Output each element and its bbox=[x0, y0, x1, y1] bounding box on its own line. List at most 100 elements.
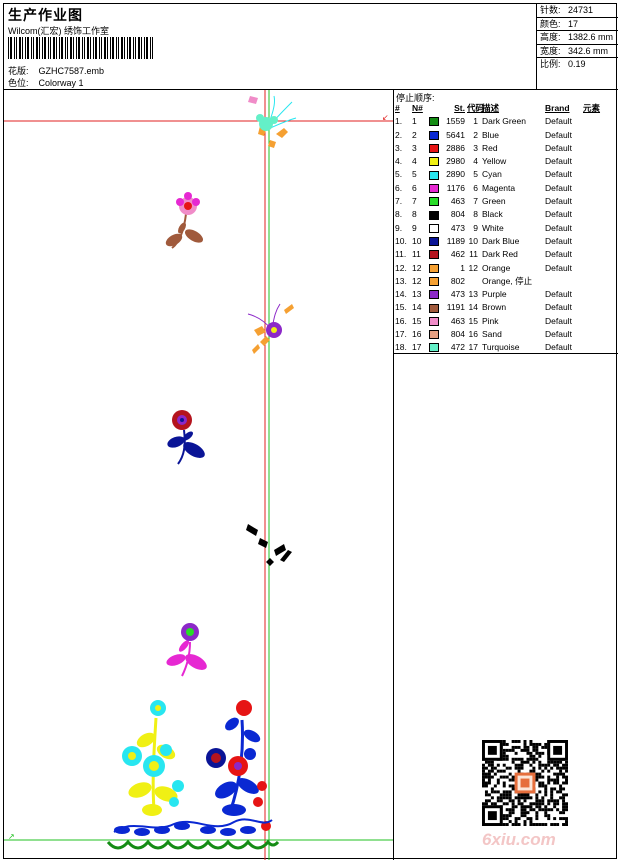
row-swatch-cell bbox=[429, 288, 443, 301]
stat-width: 宽度: 342.6 mm bbox=[537, 45, 618, 58]
row-swatch-cell bbox=[429, 142, 443, 155]
row-stitches: 1191 bbox=[446, 302, 465, 313]
row-needle: 3 bbox=[412, 142, 417, 153]
row-swatch-cell bbox=[429, 328, 443, 341]
row-needle: 1 bbox=[412, 116, 417, 127]
color-swatch bbox=[429, 210, 439, 220]
motif-navy-flower bbox=[167, 410, 205, 465]
color-swatch bbox=[429, 144, 439, 154]
row-brand: Default bbox=[545, 196, 572, 207]
row-brand: Default bbox=[545, 249, 572, 260]
color-swatch bbox=[429, 170, 439, 180]
row-needle: 5 bbox=[412, 169, 417, 180]
color-swatch bbox=[429, 183, 439, 193]
row-code: 7 bbox=[473, 196, 478, 207]
row-stitches: 804 bbox=[450, 209, 465, 220]
col-code: 代码 bbox=[467, 103, 485, 113]
row-brand: Default bbox=[545, 169, 572, 180]
table-row: 15. 14 1191 14 Brown Default bbox=[395, 301, 617, 314]
row-description: White bbox=[482, 222, 504, 233]
row-brand bbox=[545, 275, 583, 288]
row-needle: 4 bbox=[412, 156, 417, 167]
row-index: 1. bbox=[395, 116, 403, 127]
color-swatch bbox=[429, 130, 439, 140]
row-stitches: 1176 bbox=[446, 182, 465, 193]
row-description: Pink bbox=[482, 315, 499, 326]
row-index: 10. bbox=[395, 235, 407, 246]
row-needle: 2 bbox=[412, 129, 417, 140]
row-code: 16 bbox=[468, 329, 478, 340]
row-index: 5. bbox=[395, 169, 403, 180]
row-swatch-cell bbox=[429, 168, 443, 181]
row-needle: 16 bbox=[412, 329, 422, 340]
row-description: Blue bbox=[482, 129, 500, 140]
table-row: 16. 15 463 15 Pink Default bbox=[395, 315, 617, 328]
row-brand: Default bbox=[545, 116, 572, 127]
row-index: 18. bbox=[395, 342, 407, 353]
svg-text:↗: ↗ bbox=[8, 832, 15, 841]
color-swatch bbox=[429, 290, 439, 300]
row-needle: 8 bbox=[412, 209, 417, 220]
row-index: 16. bbox=[395, 315, 407, 326]
row-index: 12. bbox=[395, 262, 407, 273]
table-row: 17. 16 804 16 Sand Default bbox=[395, 328, 617, 341]
row-description: Dark Green bbox=[482, 116, 526, 127]
row-index: 14. bbox=[395, 289, 407, 300]
row-stitches: 473 bbox=[450, 222, 465, 233]
row-code: 1 bbox=[473, 116, 478, 127]
row-swatch-cell bbox=[429, 195, 443, 208]
color-swatch bbox=[429, 157, 439, 167]
color-swatch bbox=[429, 223, 439, 233]
row-description: Green bbox=[482, 196, 506, 207]
row-description: Yellow bbox=[482, 156, 507, 167]
row-index: 13. bbox=[395, 275, 407, 286]
table-row: 9. 9 473 9 White Default bbox=[395, 222, 617, 235]
row-code: 14 bbox=[468, 302, 478, 313]
design-file: GZHC7587.emb bbox=[38, 66, 105, 76]
table-row: 5. 5 2890 5 Cyan Default bbox=[395, 168, 617, 181]
table-row: 6. 6 1176 6 Magenta Default bbox=[395, 182, 617, 195]
design-file-row: 花版: GZHC7587.emb bbox=[8, 64, 104, 77]
row-swatch-cell bbox=[429, 115, 443, 128]
row-code: 2 bbox=[473, 129, 478, 140]
row-code: 5 bbox=[473, 169, 478, 180]
row-description: Turquoise bbox=[482, 342, 520, 353]
row-needle: 11 bbox=[412, 249, 421, 260]
row-stitches: 2980 bbox=[446, 156, 465, 167]
table-row: 10. 10 1189 10 Dark Blue Default bbox=[395, 235, 617, 248]
colorway-value: Colorway 1 bbox=[38, 78, 84, 88]
row-stitches: 1559 bbox=[446, 116, 465, 127]
stat-height: 高度: 1382.6 mm bbox=[537, 31, 618, 45]
row-swatch-cell bbox=[429, 129, 443, 142]
row-code: 12 bbox=[468, 262, 478, 273]
row-index: 11. bbox=[395, 249, 407, 260]
row-description: Cyan bbox=[482, 169, 502, 180]
color-swatch bbox=[429, 250, 439, 260]
row-description: Brown bbox=[482, 302, 507, 313]
col-no: N# bbox=[412, 103, 423, 113]
row-description: Magenta bbox=[482, 182, 516, 193]
table-row: 18. 17 472 17 Turquoise Default bbox=[395, 341, 617, 354]
row-description: Dark Blue bbox=[482, 235, 520, 246]
row-stitches: 1 bbox=[460, 262, 465, 273]
row-brand: Default bbox=[545, 209, 572, 220]
header-info: 生产作业图 Wilcom(汇宏) 绣饰工作室 花版: GZHC7587.emb … bbox=[4, 4, 536, 90]
row-code: 9 bbox=[473, 222, 478, 233]
row-stitches: 472 bbox=[450, 342, 465, 353]
row-brand: Default bbox=[545, 129, 572, 140]
row-needle: 13 bbox=[412, 289, 422, 300]
row-stitches: 2886 bbox=[446, 142, 465, 153]
row-needle: 15 bbox=[412, 315, 422, 326]
row-swatch-cell bbox=[429, 301, 443, 314]
motif-brown-flower bbox=[165, 192, 204, 249]
row-brand: Default bbox=[545, 235, 572, 246]
color-swatch bbox=[429, 316, 439, 326]
row-code: 8 bbox=[473, 209, 478, 220]
row-swatch-cell bbox=[429, 235, 443, 248]
embroidery-design: ↙ ↗ bbox=[4, 90, 393, 860]
motif-magenta-flower bbox=[166, 623, 207, 677]
page-title: 生产作业图 bbox=[8, 7, 83, 23]
row-description: Black bbox=[482, 209, 503, 220]
color-swatch bbox=[429, 237, 439, 247]
row-swatch-cell bbox=[429, 262, 443, 275]
